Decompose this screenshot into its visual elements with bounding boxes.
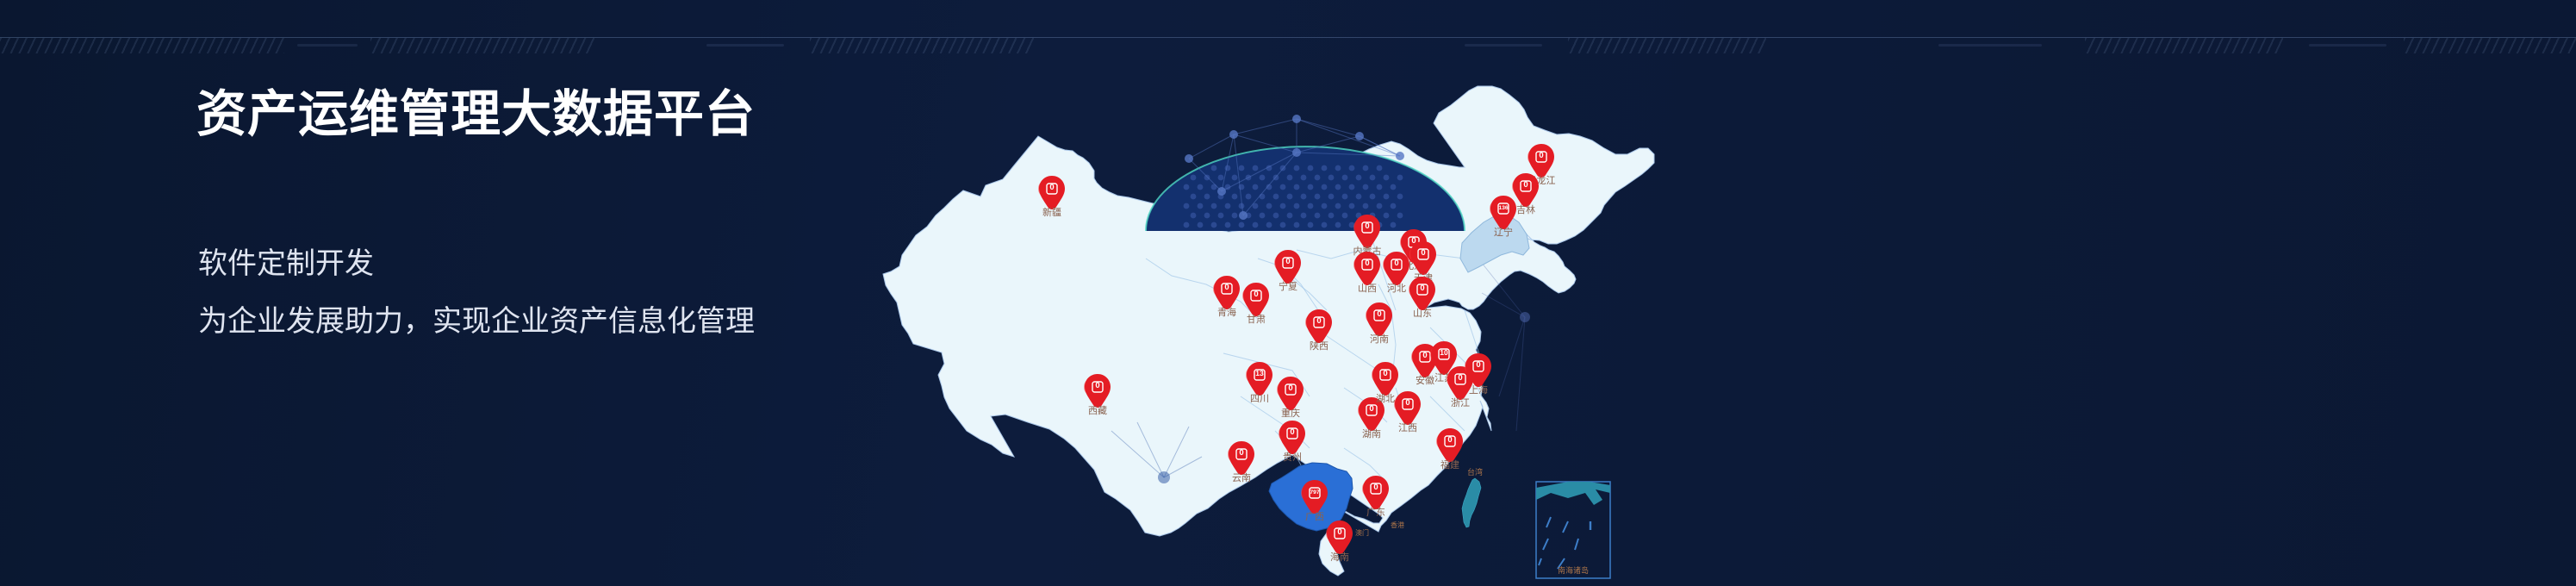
svg-text:浙江: 浙江 — [1451, 397, 1470, 408]
svg-text:河北: 河北 — [1387, 283, 1406, 294]
svg-text:0: 0 — [1337, 527, 1341, 537]
svg-text:青海: 青海 — [1217, 306, 1236, 318]
svg-text:0: 0 — [1224, 283, 1229, 292]
svg-text:云南: 云南 — [1232, 472, 1251, 483]
svg-text:河南: 河南 — [1370, 334, 1389, 345]
svg-text:四川: 四川 — [1250, 394, 1269, 404]
svg-text:西藏: 西藏 — [1088, 405, 1107, 416]
svg-text:797: 797 — [1310, 489, 1320, 496]
svg-text:新疆: 新疆 — [1042, 206, 1061, 218]
svg-text:湖北: 湖北 — [1376, 393, 1395, 404]
svg-text:山西: 山西 — [1358, 283, 1377, 294]
svg-text:0: 0 — [1458, 373, 1462, 383]
svg-text:0: 0 — [1394, 259, 1398, 268]
svg-text:0: 0 — [1539, 151, 1543, 160]
svg-text:13: 13 — [1255, 369, 1264, 377]
svg-text:10: 10 — [1440, 348, 1448, 357]
svg-text:贵州: 贵州 — [1283, 452, 1302, 463]
svg-text:0: 0 — [1377, 309, 1381, 319]
svg-text:0: 0 — [1365, 221, 1369, 231]
svg-text:0: 0 — [1316, 316, 1321, 326]
svg-text:0: 0 — [1254, 290, 1258, 299]
svg-text:0: 0 — [1383, 369, 1387, 378]
svg-text:福建: 福建 — [1440, 458, 1459, 471]
svg-text:湖南: 湖南 — [1362, 428, 1381, 440]
svg-text:0: 0 — [1420, 284, 1424, 293]
svg-text:0: 0 — [1476, 360, 1480, 370]
svg-text:山东: 山东 — [1413, 308, 1432, 319]
svg-text:0: 0 — [1290, 427, 1294, 437]
svg-text:广西: 广西 — [1305, 511, 1324, 522]
svg-text:甘肃: 甘肃 — [1247, 314, 1266, 325]
svg-text:吉林: 吉林 — [1516, 203, 1535, 215]
svg-text:0: 0 — [1447, 435, 1452, 445]
svg-text:安徽: 安徽 — [1416, 374, 1434, 386]
svg-text:0: 0 — [1405, 398, 1409, 408]
svg-text:南海诸岛: 南海诸岛 — [1558, 565, 1589, 575]
svg-text:0: 0 — [1239, 448, 1243, 458]
svg-text:0: 0 — [1285, 257, 1290, 266]
svg-text:香港: 香港 — [1391, 521, 1404, 529]
svg-text:江西: 江西 — [1398, 422, 1417, 433]
svg-text:澳门: 澳门 — [1355, 528, 1369, 537]
svg-text:台湾: 台湾 — [1467, 467, 1483, 477]
svg-text:0: 0 — [1095, 381, 1099, 390]
svg-text:0: 0 — [1365, 259, 1369, 268]
svg-text:陕西: 陕西 — [1310, 340, 1328, 352]
svg-text:0: 0 — [1523, 180, 1528, 190]
svg-text:海南: 海南 — [1330, 551, 1349, 563]
svg-text:宁夏: 宁夏 — [1279, 280, 1297, 292]
svg-text:0: 0 — [1288, 383, 1292, 393]
svg-text:广东: 广东 — [1366, 507, 1385, 518]
svg-text:上海: 上海 — [1469, 383, 1488, 396]
svg-text:重庆: 重庆 — [1281, 407, 1300, 419]
svg-text:136: 136 — [1498, 205, 1509, 211]
svg-text:辽宁: 辽宁 — [1494, 226, 1513, 238]
svg-text:0: 0 — [1373, 483, 1378, 492]
svg-text:0: 0 — [1421, 248, 1425, 258]
svg-text:0: 0 — [1369, 404, 1373, 414]
svg-text:0: 0 — [1422, 351, 1427, 360]
svg-text:0: 0 — [1049, 183, 1054, 192]
